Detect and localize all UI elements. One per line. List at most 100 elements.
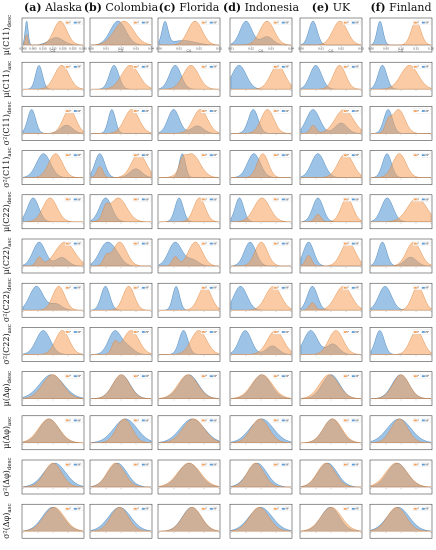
legend-label-flood: F: [348, 197, 350, 201]
x-tick-label: 0.02: [118, 46, 124, 50]
legend-swatch-flood: [201, 110, 205, 112]
legend-swatch-nonflood: [73, 375, 77, 378]
legend-swatch-flood: [273, 286, 277, 289]
legend-swatch-nonflood: [141, 110, 145, 112]
legend-label-flood: F: [278, 463, 280, 467]
series-flood-area: [230, 374, 292, 399]
legend-label-flood: F: [348, 286, 350, 290]
series-flood-area: [301, 330, 362, 355]
x-tick-label: 0.030: [79, 46, 87, 50]
legend-swatch-nonflood: [73, 198, 77, 201]
panel-r5-c0: F NF: [21, 238, 85, 274]
legend-swatch-flood: [65, 375, 69, 378]
column-header-colombia: (b) Colombia: [84, 1, 159, 14]
x-tick-label: 0.015: [49, 46, 57, 50]
panel-r7-c0: F NF: [21, 327, 85, 362]
series-flood-area: [23, 286, 84, 311]
legend-label-nonflood: NF: [286, 374, 290, 378]
legend: [412, 20, 431, 25]
legend-swatch-flood: [133, 21, 137, 24]
legend-label-nonflood: NF: [78, 463, 82, 467]
legend-swatch-flood: [133, 154, 137, 157]
series-flood-area: [230, 507, 292, 532]
legend-swatch-flood: [201, 331, 205, 333]
legend-swatch-flood: [413, 331, 417, 333]
legend-label-flood: F: [278, 507, 280, 511]
legend-label-flood: F: [348, 153, 350, 157]
legend-swatch-nonflood: [351, 21, 355, 24]
x-axis-label: C11: [328, 49, 333, 53]
panel-r2-c2: F NF: [157, 106, 221, 141]
panel-r4-c1: F NF: [89, 194, 153, 230]
legend-swatch-flood: [413, 463, 417, 466]
legend-label-flood: F: [278, 109, 280, 113]
legend-label-flood: F: [278, 153, 280, 157]
legend: [342, 285, 361, 291]
legend-swatch-nonflood: [209, 65, 213, 68]
legend: [132, 329, 151, 335]
legend-label-flood: F: [206, 374, 208, 378]
legend-swatch-flood: [343, 154, 347, 157]
series-flood-area: [22, 374, 84, 399]
legend-swatch-flood: [201, 507, 205, 510]
series-flood-area: [90, 462, 152, 488]
series-flood-area: [158, 153, 220, 178]
legend-swatch-nonflood: [421, 286, 425, 289]
legend: [132, 153, 151, 158]
legend-label-nonflood: NF: [426, 21, 430, 25]
legend-label-nonflood: NF: [356, 65, 360, 69]
panel-r6-c3: F NF: [229, 282, 293, 318]
legend-swatch-nonflood: [141, 463, 145, 466]
legend-label-flood: F: [70, 65, 72, 69]
legend-label-nonflood: NF: [78, 507, 82, 511]
column-header-alaska: (a) Alaska: [24, 1, 82, 14]
legend-swatch-flood: [343, 110, 347, 112]
legend-swatch-flood: [273, 331, 277, 333]
legend-label-nonflood: NF: [146, 21, 150, 25]
legend: [200, 153, 219, 158]
legend-swatch-nonflood: [351, 375, 355, 378]
legend-label-flood: F: [138, 507, 140, 511]
panel-r8-c0: F NF: [21, 371, 85, 406]
legend: [200, 108, 219, 114]
legend-swatch-flood: [413, 419, 417, 422]
legend-swatch-nonflood: [209, 110, 213, 112]
legend-label-flood: F: [418, 463, 420, 467]
panel-r7-c3: F NF: [229, 327, 293, 362]
series-flood-area: [300, 462, 362, 488]
legend-label-nonflood: NF: [426, 330, 430, 334]
legend: [64, 153, 83, 158]
legend-label-nonflood: NF: [286, 418, 290, 422]
series-flood-area: [22, 418, 84, 443]
legend-swatch-flood: [343, 198, 347, 201]
legend: [272, 197, 291, 202]
legend-swatch-flood: [133, 286, 137, 289]
series-flood-area: [230, 418, 292, 443]
series-flood-area: [90, 507, 152, 532]
legend: [412, 462, 431, 467]
legend-label-nonflood: NF: [426, 286, 430, 290]
legend: [132, 108, 151, 114]
legend-swatch-nonflood: [209, 154, 213, 157]
series-flood-area: [301, 197, 362, 222]
panel-r4-c2: F NF: [157, 194, 221, 230]
series-flood-area: [370, 462, 432, 488]
panel-r10-c1: F NF: [89, 459, 153, 495]
panel-r9-c3: F NF: [229, 415, 293, 451]
legend-swatch-flood: [133, 198, 137, 201]
legend-label-flood: F: [278, 286, 280, 290]
legend: [412, 64, 431, 69]
legend-label-nonflood: NF: [286, 286, 290, 290]
legend-label-nonflood: NF: [146, 197, 150, 201]
series-flood-area: [23, 241, 84, 267]
legend-label-nonflood: NF: [214, 374, 218, 378]
legend-label-nonflood: NF: [146, 374, 150, 378]
legend-swatch-flood: [65, 507, 69, 510]
panel-r11-c1: F NF: [89, 503, 153, 539]
legend-swatch-flood: [133, 463, 137, 466]
legend-swatch-nonflood: [281, 507, 285, 510]
legend-label-nonflood: NF: [214, 418, 218, 422]
panel-r0-c3: F NF 0.01 0.02 0.03 0.04 C11: [228, 17, 294, 53]
legend: [342, 374, 361, 379]
panel-r9-c0: F NF: [21, 415, 85, 451]
